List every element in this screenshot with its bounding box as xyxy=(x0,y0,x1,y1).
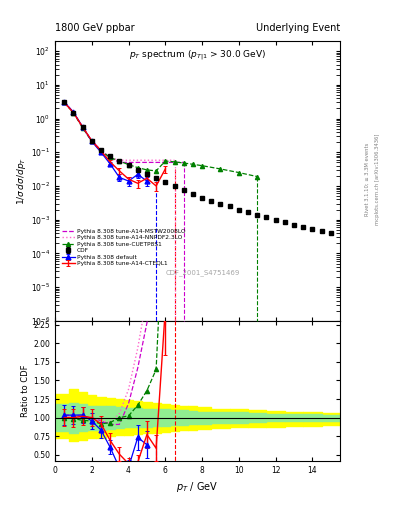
Pythia 8.308 tune-CUETP8S1 xyxy=(255,174,260,180)
Pythia 8.308 tune-CUETP8S1 xyxy=(62,99,66,105)
Pythia 8.308 tune-A14-MSTW2008LO xyxy=(145,159,149,165)
Pythia 8.308 tune-A14-NNPDF2.3LO xyxy=(154,157,158,163)
Pythia 8.308 tune-CUETP8S1 xyxy=(117,158,122,164)
Pythia 8.308 tune-A14-NNPDF2.3LO xyxy=(80,124,85,131)
Pythia 8.308 tune-A14-MSTW2008LO xyxy=(163,159,168,165)
Pythia 8.308 tune-A14-MSTW2008LO xyxy=(154,159,158,165)
Y-axis label: Ratio to CDF: Ratio to CDF xyxy=(21,365,30,417)
Pythia 8.308 tune-CUETP8S1 xyxy=(200,163,204,169)
Pythia 8.308 tune-CUETP8S1 xyxy=(154,168,158,174)
Pythia 8.308 tune-A14-MSTW2008LO xyxy=(181,159,186,165)
Text: mcplots.cern.ch [arXiv:1306.3436]: mcplots.cern.ch [arXiv:1306.3436] xyxy=(375,134,380,225)
Pythia 8.308 tune-A14-MSTW2008LO xyxy=(71,109,76,115)
Pythia 8.308 tune-CUETP8S1 xyxy=(237,169,241,176)
Text: Underlying Event: Underlying Event xyxy=(256,23,340,33)
Pythia 8.308 tune-A14-MSTW2008LO xyxy=(90,138,94,144)
Pythia 8.308 tune-A14-MSTW2008LO xyxy=(135,159,140,165)
Text: 1800 GeV ppbar: 1800 GeV ppbar xyxy=(55,23,135,33)
Pythia 8.308 tune-CUETP8S1 xyxy=(80,125,85,131)
Pythia 8.308 tune-CUETP8S1 xyxy=(163,158,168,164)
Pythia 8.308 tune-A14-NNPDF2.3LO xyxy=(135,157,140,163)
Pythia 8.308 tune-CUETP8S1 xyxy=(135,164,140,170)
Pythia 8.308 tune-CUETP8S1 xyxy=(90,138,94,144)
Pythia 8.308 tune-A14-MSTW2008LO xyxy=(80,124,85,130)
Pythia 8.308 tune-A14-NNPDF2.3LO xyxy=(90,138,94,144)
Pythia 8.308 tune-A14-MSTW2008LO xyxy=(108,155,112,161)
Pythia 8.308 tune-CUETP8S1 xyxy=(71,110,76,116)
Pythia 8.308 tune-A14-NNPDF2.3LO xyxy=(62,99,66,105)
Pythia 8.308 tune-A14-NNPDF2.3LO xyxy=(126,157,131,163)
Text: Rivet 3.1.10; ≥ 3.3M events: Rivet 3.1.10; ≥ 3.3M events xyxy=(365,142,370,216)
Pythia 8.308 tune-A14-MSTW2008LO xyxy=(126,159,131,165)
Pythia 8.308 tune-A14-NNPDF2.3LO xyxy=(71,110,76,116)
Line: Pythia 8.308 tune-A14-NNPDF2.3LO: Pythia 8.308 tune-A14-NNPDF2.3LO xyxy=(64,102,174,160)
Pythia 8.308 tune-A14-MSTW2008LO xyxy=(117,159,122,165)
Pythia 8.308 tune-A14-MSTW2008LO xyxy=(99,147,103,153)
Line: Pythia 8.308 tune-CUETP8S1: Pythia 8.308 tune-CUETP8S1 xyxy=(62,100,259,179)
Pythia 8.308 tune-CUETP8S1 xyxy=(126,162,131,168)
Pythia 8.308 tune-CUETP8S1 xyxy=(99,148,103,154)
Pythia 8.308 tune-A14-NNPDF2.3LO xyxy=(117,157,122,163)
Pythia 8.308 tune-A14-NNPDF2.3LO xyxy=(99,147,103,153)
Pythia 8.308 tune-A14-NNPDF2.3LO xyxy=(172,157,177,163)
Text: $p_T$ spectrum ($p_{T|1}$ > 30.0 GeV): $p_T$ spectrum ($p_{T|1}$ > 30.0 GeV) xyxy=(129,49,266,63)
Pythia 8.308 tune-A14-NNPDF2.3LO xyxy=(145,157,149,163)
Y-axis label: $1/\sigma\,d\sigma/dp_T$: $1/\sigma\,d\sigma/dp_T$ xyxy=(15,157,28,205)
Pythia 8.308 tune-CUETP8S1 xyxy=(145,167,149,173)
Pythia 8.308 tune-CUETP8S1 xyxy=(172,159,177,165)
Line: Pythia 8.308 tune-A14-MSTW2008LO: Pythia 8.308 tune-A14-MSTW2008LO xyxy=(64,102,184,162)
Legend: Pythia 8.308 tune-A14-MSTW2008LO, Pythia 8.308 tune-A14-NNPDF2.3LO, Pythia 8.308: Pythia 8.308 tune-A14-MSTW2008LO, Pythia… xyxy=(61,227,187,268)
Pythia 8.308 tune-CUETP8S1 xyxy=(218,166,223,172)
Pythia 8.308 tune-CUETP8S1 xyxy=(108,155,112,161)
Pythia 8.308 tune-A14-MSTW2008LO xyxy=(62,99,66,105)
X-axis label: $p_T$ / GeV: $p_T$ / GeV xyxy=(176,480,219,494)
Pythia 8.308 tune-CUETP8S1 xyxy=(181,160,186,166)
Pythia 8.308 tune-CUETP8S1 xyxy=(191,161,195,167)
Pythia 8.308 tune-A14-NNPDF2.3LO xyxy=(163,157,168,163)
Pythia 8.308 tune-A14-NNPDF2.3LO xyxy=(108,155,112,161)
Text: CDF_2001_S4751469: CDF_2001_S4751469 xyxy=(166,269,241,276)
Pythia 8.308 tune-A14-MSTW2008LO xyxy=(172,159,177,165)
